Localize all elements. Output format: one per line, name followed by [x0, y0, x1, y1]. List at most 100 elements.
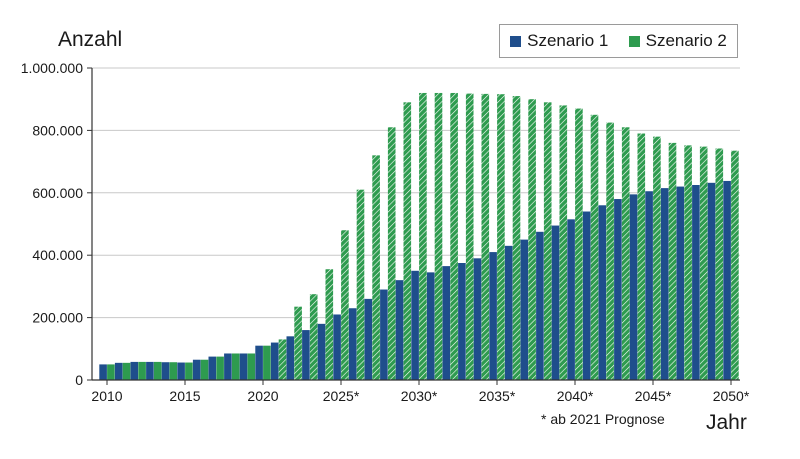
bar-szenario-1-2042 — [598, 205, 607, 380]
x-tick-label: 2020 — [247, 388, 278, 404]
bar-szenario-2-2021 — [278, 339, 287, 380]
bar-szenario-2-2020 — [263, 345, 271, 380]
bar-szenario-1-2047 — [676, 186, 685, 380]
x-tick-label: 2015 — [169, 388, 200, 404]
x-tick-label: 2035* — [479, 388, 516, 404]
bar-szenario-1-2028 — [380, 289, 388, 380]
legend-swatch-szenario-1 — [510, 35, 522, 47]
bar-szenario-1-2015 — [177, 362, 185, 380]
y-tick-label: 600.000 — [32, 185, 83, 201]
bar-szenario-2-2030 — [419, 92, 427, 381]
y-tick-label: 200.000 — [32, 310, 83, 326]
x-tick-label: 2010 — [91, 388, 122, 404]
legend-swatch-szenario-2 — [628, 35, 640, 47]
bar-szenario-1-2012 — [130, 361, 139, 380]
bar-szenario-2-2033 — [465, 93, 474, 381]
bar-szenario-1-2036 — [504, 245, 513, 380]
bar-szenario-2-2040 — [575, 108, 583, 380]
y-tick-labels: 0 200.000 400.000 600.000 800.000 1.000.000 — [21, 60, 92, 388]
bar-szenario-1-2040 — [567, 219, 575, 380]
bar-szenario-2-2050 — [731, 150, 739, 380]
y-tick-label: 0 — [75, 372, 83, 388]
bar-szenario-1-2027 — [364, 298, 373, 380]
x-tick-label: 2040* — [557, 388, 594, 404]
bar-szenario-1-2011 — [114, 362, 123, 380]
bar-szenario-2-2049 — [715, 148, 724, 380]
bar-szenario-1-2044 — [629, 194, 638, 380]
x-tick-label: 2030* — [401, 388, 438, 404]
bar-szenario-2-2012 — [138, 361, 146, 380]
y-tick-label: 800.000 — [32, 122, 83, 138]
y-axis-label: Anzahl — [58, 28, 123, 51]
legend-item-szenario-2: Szenario 2 — [628, 31, 727, 51]
bar-szenario-2-2014 — [169, 362, 178, 380]
bar-szenario-2-2045 — [653, 136, 661, 380]
bar-szenario-2-2041 — [590, 114, 599, 381]
bar-szenario-1-2024 — [317, 323, 326, 380]
bar-szenario-2-2015 — [185, 362, 193, 380]
bar-szenario-1-2046 — [660, 188, 669, 380]
bar-szenario-1-2034 — [473, 258, 482, 380]
bar-szenario-2-2023 — [309, 294, 318, 380]
bars — [99, 92, 739, 381]
bar-szenario-2-2032 — [450, 92, 458, 381]
bar-szenario-2-2037 — [528, 99, 536, 380]
bar-szenario-1-2031 — [426, 272, 435, 380]
x-axis-label: Jahr — [706, 411, 747, 434]
bar-szenario-1-2016 — [192, 359, 201, 380]
bar-szenario-1-2050 — [723, 180, 731, 380]
bar-szenario-2-2043 — [621, 127, 630, 380]
bar-szenario-1-2032 — [442, 266, 451, 380]
y-tick-label: 400.000 — [32, 247, 83, 263]
bar-szenario-1-2043 — [614, 199, 622, 380]
bar-szenario-2-2026 — [356, 189, 365, 380]
y-tick-label: 1.000.000 — [21, 60, 83, 76]
legend: Szenario 1 Szenario 2 — [499, 24, 738, 58]
footnote: * ab 2021 Prognose — [541, 411, 665, 427]
bar-szenario-2-2010 — [107, 364, 115, 380]
bar-szenario-1-2014 — [161, 362, 170, 380]
bar-szenario-1-2026 — [348, 308, 357, 380]
bar-szenario-1-2019 — [239, 353, 248, 380]
legend-item-szenario-1: Szenario 1 — [510, 31, 608, 51]
bar-szenario-1-2023 — [302, 330, 310, 380]
bar-szenario-2-2018 — [231, 353, 240, 380]
bar-szenario-1-2033 — [458, 263, 466, 380]
bar-szenario-2-2034 — [481, 93, 490, 381]
bar-szenario-1-2025 — [333, 314, 341, 380]
bar-szenario-1-2037 — [520, 239, 529, 380]
x-tick-labels: 2010 2015 2020 2025* 2030* 2035* 2040* 2045* 205… — [91, 380, 750, 404]
x-tick-label: 2025* — [323, 388, 360, 404]
bar-szenario-2-2029 — [403, 102, 412, 380]
bar-szenario-2-2027 — [372, 155, 380, 380]
bar-szenario-1-2039 — [551, 225, 560, 380]
bar-szenario-1-2041 — [582, 211, 591, 380]
bar-szenario-1-2020 — [255, 345, 263, 380]
bar-szenario-1-2018 — [224, 353, 232, 380]
bar-szenario-2-2042 — [606, 122, 614, 380]
legend-label-szenario-2: Szenario 2 — [645, 31, 727, 50]
bar-szenario-1-2030 — [411, 270, 419, 380]
bar-szenario-2-2038 — [543, 102, 552, 380]
bar-szenario-2-2044 — [637, 133, 646, 380]
bar-szenario-2-2011 — [122, 362, 131, 380]
x-tick-label: 2045* — [635, 388, 672, 404]
bar-szenario-1-2045 — [645, 191, 653, 380]
bar-szenario-2-2048 — [699, 146, 708, 380]
x-tick-label: 2050* — [713, 388, 750, 404]
bar-szenario-2-2024 — [325, 269, 334, 380]
bar-szenario-2-2022 — [294, 306, 302, 380]
bar-szenario-1-2035 — [489, 252, 497, 380]
bar-szenario-1-2022 — [286, 336, 295, 380]
bar-szenario-2-2019 — [247, 353, 256, 380]
bar-szenario-2-2031 — [434, 92, 443, 381]
bar-szenario-2-2036 — [512, 96, 521, 380]
bar-szenario-1-2048 — [692, 185, 700, 380]
bar-szenario-2-2046 — [668, 142, 677, 380]
bar-szenario-2-2013 — [153, 361, 162, 380]
bar-szenario-1-2049 — [707, 182, 716, 380]
bar-szenario-2-2035 — [497, 94, 505, 380]
bar-szenario-1-2010 — [99, 364, 107, 380]
bar-szenario-2-2028 — [387, 127, 396, 380]
bar-szenario-1-2017 — [208, 356, 217, 380]
